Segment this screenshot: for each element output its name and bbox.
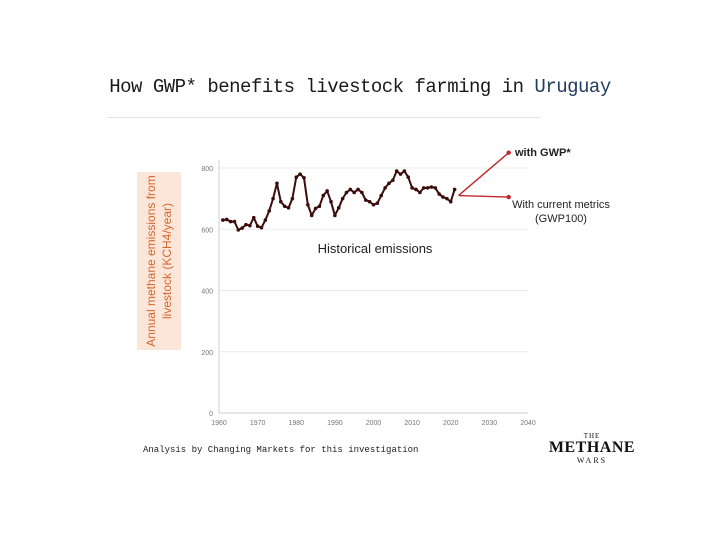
data-point (441, 195, 445, 199)
data-point (445, 196, 449, 201)
series-line-0 (222, 170, 456, 231)
data-point (255, 224, 260, 228)
data-point (425, 186, 430, 190)
data-point (236, 228, 241, 232)
x-tick-label: 2000 (366, 420, 382, 427)
data-point (263, 218, 268, 222)
data-point (340, 196, 345, 201)
data-point (267, 209, 272, 213)
annotation-current-metrics: With current metrics (512, 199, 610, 211)
annotation-gwp100: (GWP100) (535, 213, 587, 225)
data-point (375, 201, 380, 206)
data-point (309, 213, 314, 218)
data-point (448, 199, 453, 204)
y-tick-label: 800 (201, 166, 213, 173)
data-point (506, 194, 511, 200)
data-point (336, 206, 341, 210)
data-point (248, 223, 252, 228)
data-point (259, 225, 264, 230)
data-point (298, 172, 302, 176)
title-country: Uruguay (534, 76, 611, 98)
logo-the: THE (583, 432, 601, 440)
data-point (228, 219, 233, 224)
title-prefix: How GWP* benefits livestock farming in (109, 76, 535, 98)
data-point (232, 219, 237, 224)
data-point (321, 193, 326, 198)
chart-grid (218, 160, 528, 414)
data-point (333, 213, 337, 218)
annotation-historical: Historical emissions (318, 241, 433, 256)
chart-ticks: 0 200 400 600 800 1960 1970 1980 1990 2000 2010 202… (201, 166, 536, 427)
data-point (402, 169, 407, 173)
data-point (271, 196, 275, 201)
data-point (290, 196, 295, 201)
data-point (275, 181, 279, 186)
data-point (325, 189, 329, 193)
y-axis-label-box (137, 172, 181, 350)
methane-wars-logo: THE METHANE WARS (548, 432, 636, 465)
data-point (371, 202, 376, 207)
data-point (286, 206, 291, 210)
data-point (302, 176, 306, 180)
data-point (414, 187, 418, 192)
data-point (437, 192, 441, 196)
x-tick-label: 1980 (288, 420, 304, 427)
data-point (244, 222, 248, 227)
data-point (387, 181, 391, 186)
data-point (360, 190, 364, 195)
y-tick-label: 400 (201, 289, 213, 296)
data-point (279, 199, 283, 204)
data-point (313, 206, 318, 211)
y-tick-label: 600 (201, 227, 213, 234)
data-point (452, 187, 457, 192)
chart-title: How GWP* benefits livestock farming in U… (0, 76, 720, 98)
chart-series (222, 152, 510, 231)
data-point (356, 187, 360, 192)
data-point (418, 190, 422, 195)
data-point (344, 190, 349, 195)
data-point (383, 186, 387, 190)
data-point (306, 202, 310, 207)
data-point (317, 204, 322, 209)
data-point (348, 187, 353, 192)
data-point (363, 198, 368, 202)
x-tick-label: 2020 (443, 420, 459, 427)
data-point (221, 218, 225, 222)
y-tick-label: 200 (201, 350, 213, 357)
title-divider (107, 117, 540, 118)
x-tick-label: 1970 (250, 420, 266, 427)
data-point (410, 186, 414, 190)
footnote: Analysis by Changing Markets for this in… (143, 445, 419, 455)
data-point (429, 185, 434, 189)
data-point (224, 217, 229, 222)
data-point (379, 193, 384, 198)
x-tick-label: 2030 (482, 420, 498, 427)
logo-methane: METHANE (548, 439, 636, 456)
data-point (506, 150, 511, 155)
data-point (240, 226, 244, 230)
series-line-1 (458, 152, 510, 197)
x-tick-label: 1990 (327, 420, 343, 427)
logo-wars: WARS (576, 456, 608, 465)
series-line-2 (458, 194, 509, 198)
y-tick-label: 0 (209, 411, 213, 418)
data-point (406, 175, 411, 179)
annotation-gwp-star: with GWP* (514, 147, 571, 159)
data-point (352, 190, 356, 195)
data-point (251, 215, 256, 220)
data-point (398, 172, 403, 176)
data-point (433, 186, 438, 190)
data-point (294, 175, 299, 179)
x-tick-label: 2010 (404, 420, 420, 427)
data-point (421, 186, 426, 190)
data-point (394, 169, 399, 173)
x-tick-label: 1960 (211, 420, 227, 427)
chart-points (221, 150, 511, 232)
data-point (391, 178, 395, 183)
data-point (282, 204, 287, 209)
x-tick-label: 2040 (520, 420, 536, 427)
data-point (367, 199, 372, 204)
data-point (329, 199, 333, 204)
